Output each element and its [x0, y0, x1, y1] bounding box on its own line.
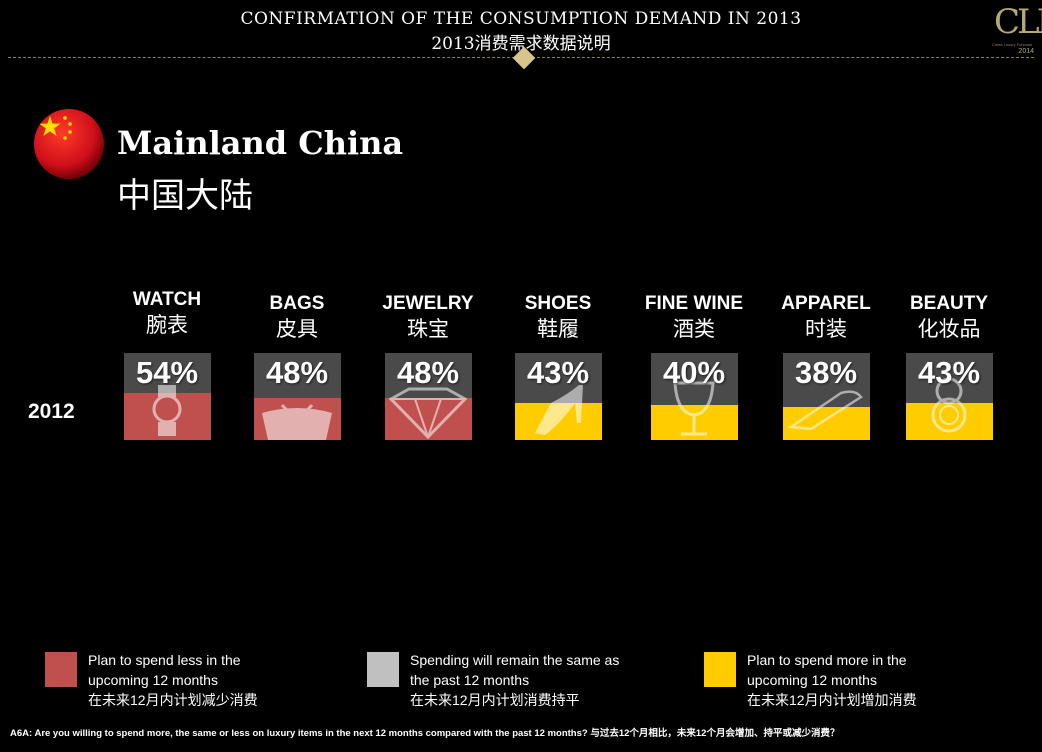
legend-label-more: Plan to spend more in the upcoming 12 mon…: [747, 650, 917, 710]
legend-text-line: upcoming 12 months: [747, 672, 877, 688]
category-label-jewelry: JEWELRY 珠宝: [368, 293, 488, 343]
bar-apparel: 38%: [782, 353, 870, 440]
category-name-en: FINE WINE: [644, 293, 744, 314]
wine-glass-icon: [672, 381, 715, 436]
bar-bags: 48%: [253, 353, 341, 440]
category-name-zh: 皮具: [276, 317, 318, 341]
bar-value-label: 54%: [135, 355, 199, 390]
bar-remainder: [514, 353, 602, 403]
bar-value-label: 40%: [662, 355, 726, 390]
category-name-en: WATCH: [132, 289, 202, 310]
bar-jewelry: 48%: [384, 353, 472, 440]
category-name-zh: 珠宝: [407, 317, 449, 341]
category-name-zh: 化妆品: [917, 317, 981, 341]
category-label-bags: BAGS 皮具: [237, 293, 357, 343]
bar-value-label: 48%: [265, 355, 329, 390]
legend-text-line: upcoming 12 months: [88, 672, 218, 688]
page-title: CONFIRMATION OF THE CONSUMPTION DEMAND I…: [240, 9, 802, 29]
compact-mirror-icon: [931, 377, 966, 433]
bar-watch: 54%: [123, 353, 211, 440]
category-label-watch: WATCH 腕表: [107, 289, 227, 339]
category-name-en: APPAREL: [781, 293, 871, 314]
category-name-zh: 酒类: [673, 317, 715, 341]
category-label-apparel: APPAREL 时装: [766, 293, 886, 343]
legend-swatch-more: [704, 652, 736, 687]
logo-letters: CLF: [994, 2, 1042, 42]
high-heel-icon: [534, 385, 583, 435]
bar-remainder: [650, 353, 738, 405]
hanger-icon: [786, 390, 863, 431]
survey-question-footnote: A6A: Are you willing to spend more, the …: [10, 728, 840, 739]
legend-swatch-same: [367, 652, 399, 687]
handbag-icon: [261, 404, 332, 440]
legend-text-line: 在未来12月内计划减少消费: [88, 692, 258, 708]
legend-text-line: Plan to spend less in the: [88, 652, 241, 668]
category-label-fine-wine: FINE WINE 酒类: [634, 293, 754, 343]
logo-tagline: China Luxury Forecast: [992, 42, 1033, 47]
page-subtitle: 2013消费需求数据说明: [431, 34, 611, 54]
bar-value-label: 38%: [794, 355, 858, 390]
legend-text-line: Spending will remain the same as: [410, 652, 620, 668]
legend-text-line: 在未来12月内计划增加消费: [747, 692, 917, 708]
watch-icon: [152, 385, 181, 436]
category-label-shoes: SHOES 鞋履: [498, 293, 618, 343]
diamond-icon: [388, 387, 467, 440]
bar-remainder: [782, 353, 870, 407]
category-name-en: BAGS: [269, 293, 325, 314]
bar-value-label: 43%: [917, 355, 981, 390]
legend-swatch-less: [45, 652, 77, 687]
bar-fill: [905, 403, 993, 440]
category-name-zh: 时装: [805, 317, 847, 341]
clf-logo: CLF China Luxury Forecast 2014: [990, 2, 1042, 58]
category-name-zh: 腕表: [146, 313, 188, 337]
legend-text-line: Plan to spend more in the: [747, 652, 907, 668]
bar-beauty: 43%: [905, 353, 993, 440]
china-flag-icon: [34, 109, 104, 179]
logo-year: 2014: [1018, 48, 1034, 55]
legend-text-line: the past 12 months: [410, 672, 530, 688]
category-name-zh: 鞋履: [537, 317, 579, 341]
bar-shoes: 43%: [514, 353, 602, 440]
legend-label-same: Spending will remain the same as the past…: [410, 650, 619, 710]
legend-label-less: Plan to spend less in the upcoming 12 mon…: [88, 650, 258, 710]
legend-text-line: 在未来12月内计划消费持平: [410, 692, 580, 708]
bar-value-label: 48%: [396, 355, 460, 390]
bar-value-label: 43%: [526, 355, 590, 390]
row-label-year: 2012: [28, 400, 75, 423]
category-label-beauty: BEAUTY 化妆品: [889, 293, 1009, 343]
region-name-en: Mainland China: [117, 124, 404, 162]
category-name-en: JEWELRY: [382, 293, 474, 314]
category-name-en: SHOES: [524, 293, 592, 314]
bar-remainder: [253, 353, 341, 398]
category-name-en: BEAUTY: [909, 293, 989, 314]
region-name-zh: 中国大陆: [117, 176, 253, 216]
bar-fine-wine: 40%: [650, 353, 738, 440]
